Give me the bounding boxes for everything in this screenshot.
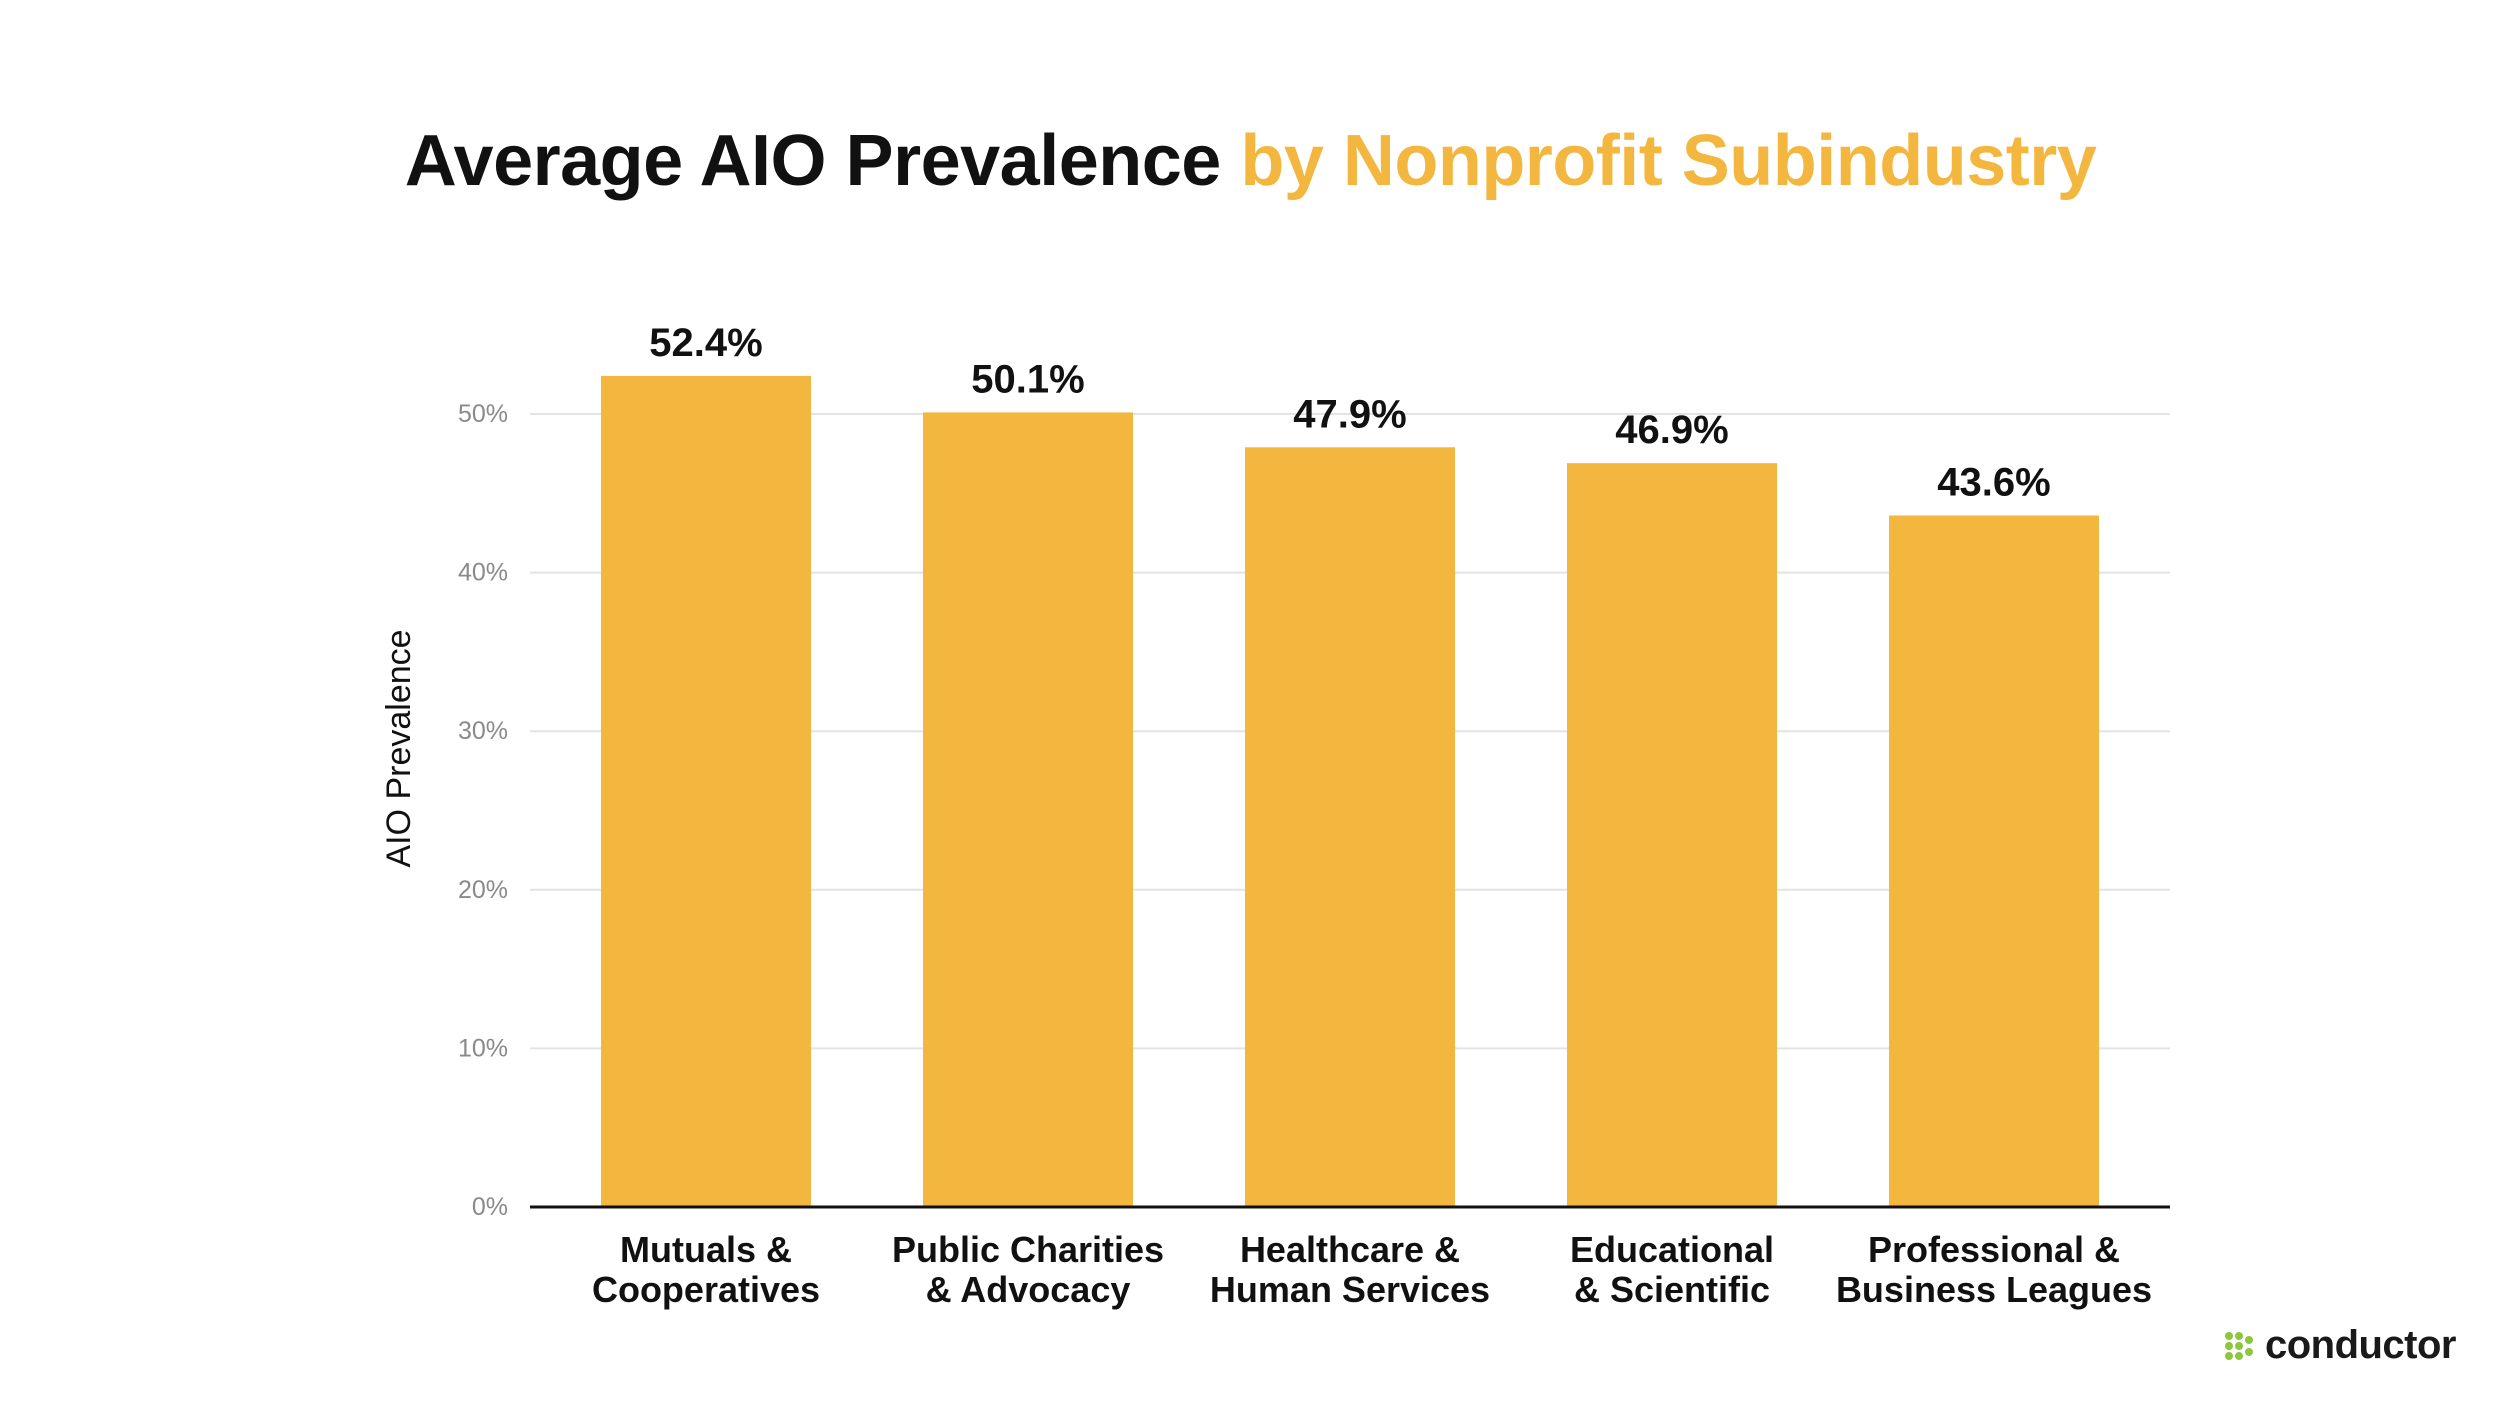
y-tick-label: 10% [458, 1034, 508, 1062]
bar-value-label: 50.1% [971, 357, 1084, 401]
x-category-label-line: & Advocacy [926, 1269, 1131, 1310]
x-category-label: Educational & Scientific [1570, 1229, 1774, 1310]
x-category-label-line: Mutuals & [620, 1229, 792, 1270]
x-category-label-line: Business Leagues [1836, 1269, 2152, 1310]
x-category-label: Professional & Business Leagues [1836, 1229, 2152, 1310]
logo-dot [2224, 1331, 2233, 1340]
x-category-label-line: Cooperatives [592, 1269, 820, 1310]
brand-name: conductor [2264, 1323, 2457, 1367]
y-tick-label: 20% [458, 876, 508, 904]
chart-title-main: Average AIO Prevalence [404, 121, 1222, 201]
bar-value-label: 43.6% [1937, 461, 2050, 505]
logo-dot [2234, 1351, 2243, 1360]
bar [601, 375, 811, 1207]
bar-value-label: 46.9% [1615, 408, 1728, 452]
logo-dot [2244, 1335, 2253, 1344]
chart-title: Average AIO Prevalence by Nonprofit Subi… [0, 120, 2501, 202]
x-category-label: Mutuals & Cooperatives [592, 1229, 820, 1310]
y-tick-label: 50% [458, 400, 508, 428]
x-category-label-line: Human Services [1210, 1269, 1490, 1310]
bar-value-label: 52.4% [649, 321, 762, 365]
bar [1889, 515, 2099, 1207]
logo-dot [2224, 1341, 2233, 1350]
y-axis-title: AIO Prevalence [380, 629, 418, 867]
brand-logo: conductor [2223, 1323, 2457, 1368]
bar-value-label: 47.9% [1293, 392, 1406, 436]
logo-dot [2244, 1347, 2253, 1356]
x-category-label-line: & Scientific [1574, 1269, 1770, 1310]
bar [1245, 447, 1455, 1207]
x-category-label-line: Healthcare & [1240, 1229, 1460, 1270]
bar [1567, 463, 1777, 1207]
y-tick-label: 0% [472, 1193, 508, 1221]
chart-title-accent: by Nonprofit Subindustry [1240, 121, 2097, 201]
x-category-label: Public Charities & Advocacy [892, 1229, 1164, 1310]
y-tick-label: 40% [458, 559, 508, 587]
logo-dot [2224, 1351, 2233, 1360]
x-category-label: Healthcare & Human Services [1210, 1229, 1490, 1310]
x-category-label-line: Professional & [1868, 1229, 2120, 1270]
bar [923, 412, 1133, 1207]
logo-dot [2234, 1341, 2243, 1350]
x-category-label-line: Educational [1570, 1229, 1774, 1270]
y-tick-label: 30% [458, 717, 508, 745]
x-category-label-line: Public Charities [892, 1229, 1164, 1270]
conductor-dots-icon [2224, 1331, 2253, 1360]
logo-dot [2234, 1331, 2243, 1340]
